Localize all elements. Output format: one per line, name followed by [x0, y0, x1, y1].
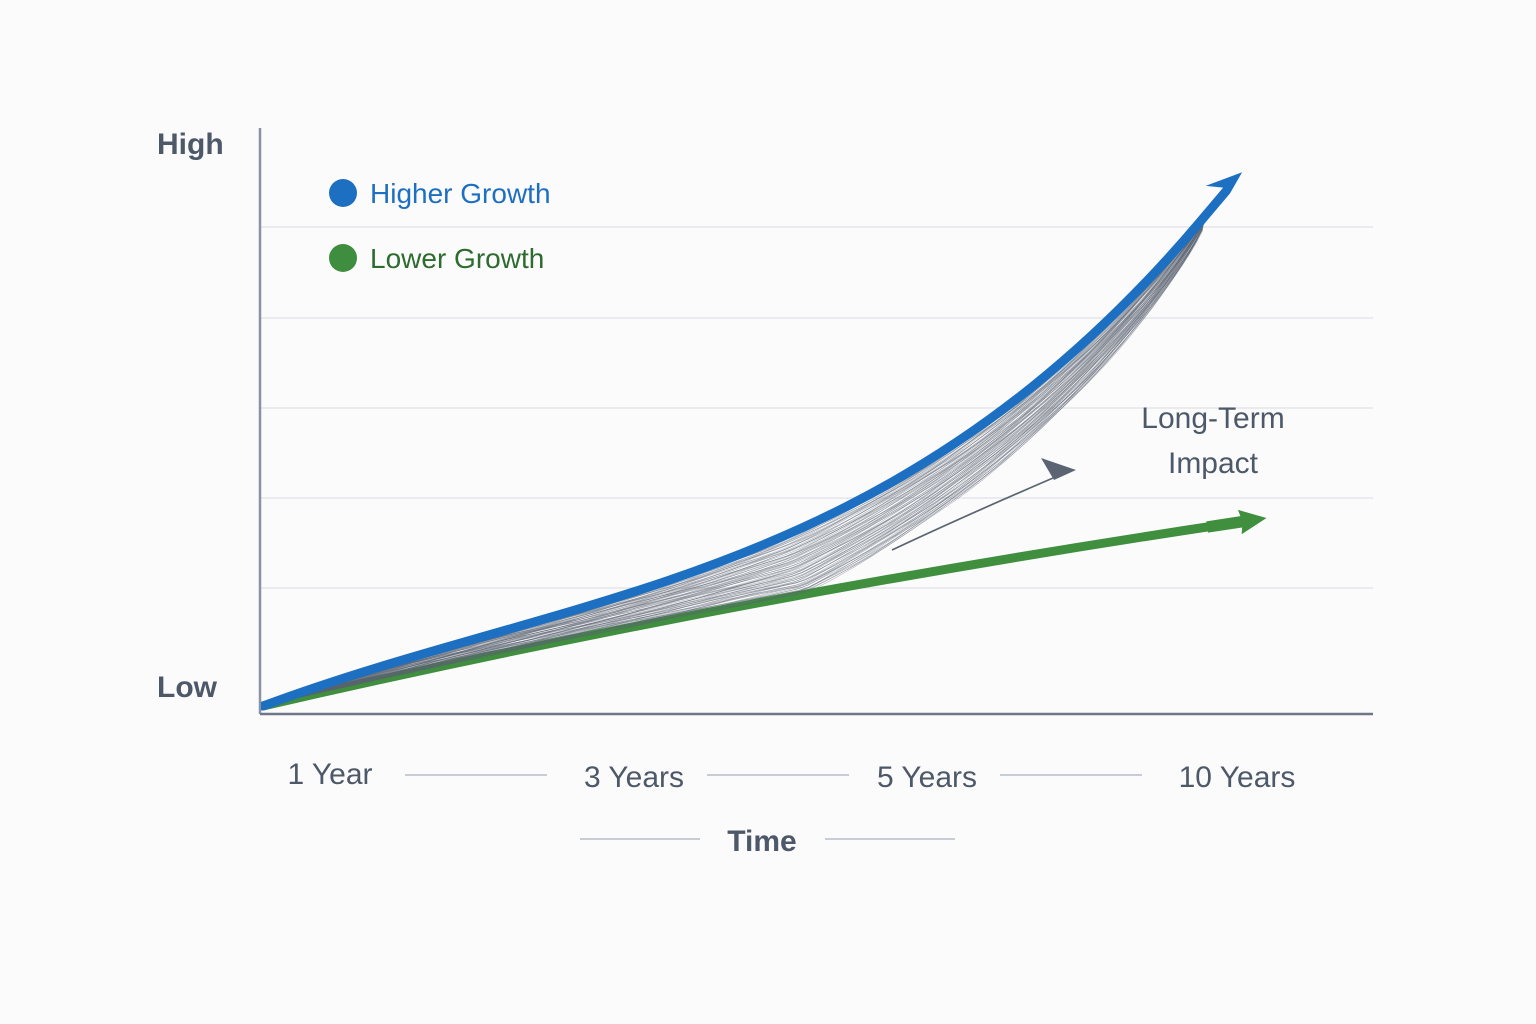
svg-text:10 Years: 10 Years	[1179, 761, 1296, 794]
svg-text:Lower Growth: Lower Growth	[370, 243, 544, 274]
svg-text:Long-Term: Long-Term	[1141, 402, 1284, 435]
svg-text:3 Years: 3 Years	[584, 761, 684, 794]
svg-text:Impact: Impact	[1168, 447, 1259, 480]
svg-text:Time: Time	[727, 825, 796, 858]
svg-text:5 Years: 5 Years	[877, 761, 977, 794]
svg-text:Low: Low	[157, 671, 218, 704]
svg-text:High: High	[157, 128, 224, 161]
svg-text:1 Year: 1 Year	[287, 758, 372, 791]
svg-text:Higher Growth: Higher Growth	[370, 178, 551, 209]
